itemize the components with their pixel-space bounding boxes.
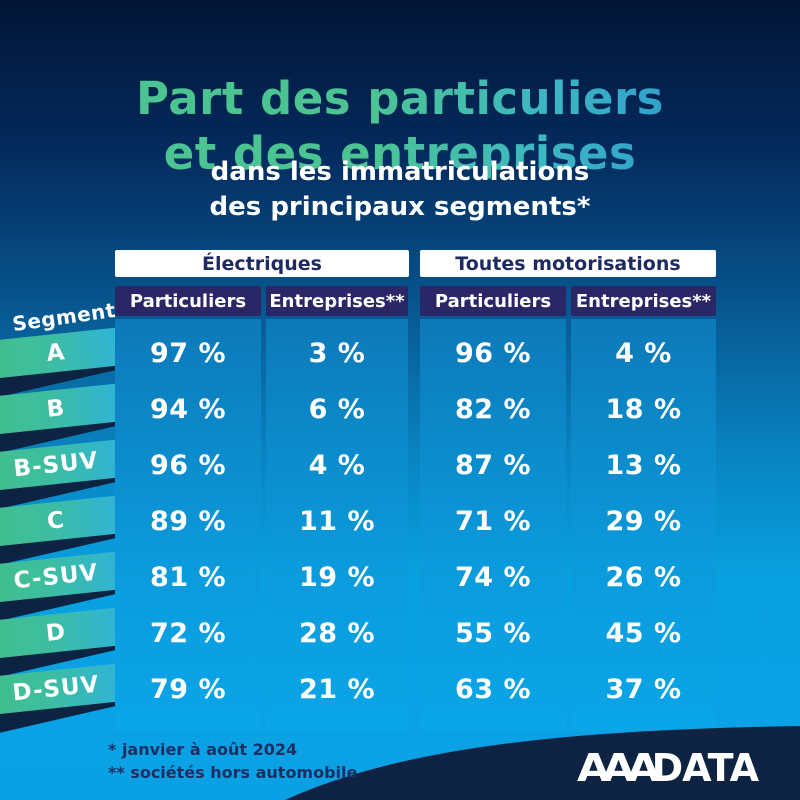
ribbon-face: C [0,495,124,547]
group-header-electriques: Électriques [115,250,409,277]
value-cell: 6 % [308,393,366,425]
segment-ribbon-b-suv: B-SUV [0,439,124,491]
value-cell: 4 % [308,449,366,481]
segment-ribbon-b: B [0,383,124,435]
segment-ribbon-c: C [0,495,124,547]
subtitle-line1: dans les immatriculations [210,157,590,187]
footer-swoosh-shape [285,726,800,800]
segment-name: D [44,619,68,647]
ribbon-face: B-SUV [0,439,124,491]
value-cell: 21 % [298,673,376,705]
footnote-2: ** sociétés hors automobile [108,763,358,783]
value-cell: 4 % [615,337,672,369]
segment-name: C-SUV [12,559,100,595]
segment-ribbon-d: D [0,607,124,659]
value-cell: 81 % [149,561,227,593]
value-cell: 37 % [605,673,682,705]
value-cell: 29 % [605,505,682,537]
value-cell: 45 % [605,617,682,649]
segment-name: A [45,339,67,367]
value-cell: 87 % [454,449,532,481]
ribbon-face: B [0,383,124,435]
subtitle-line2: des principaux segments* [209,192,591,223]
column-header-particuliers-all: Particuliers [420,286,566,316]
column-entreprises-all: 4 % 18 % 13 % 29 % 26 % 45 % 37 % [571,319,716,731]
column-header-particuliers-ev: Particuliers [115,286,261,316]
segment-ribbon-a: A [0,327,124,379]
segment-name: B-SUV [12,447,100,483]
column-header-entreprises-ev: Entreprises** [266,286,408,316]
value-cell: 71 % [454,505,532,537]
value-cell: 74 % [454,561,532,593]
value-cell: 55 % [454,617,532,649]
value-cell: 94 % [149,393,227,425]
ribbon-face: C-SUV [0,551,124,603]
value-cell: 72 % [149,617,227,649]
ribbon-face: D [0,607,124,659]
segment-ribbon-c-suv: C-SUV [0,551,124,603]
value-cell: 97 % [149,337,227,369]
value-cell: 18 % [605,393,682,425]
footnotes: * janvier à août 2024 ** sociétés hors a… [108,738,357,784]
footnote-1: * janvier à août 2024 [108,740,298,759]
segment-name: C [45,507,67,535]
value-cell: 13 % [605,449,682,481]
value-cell: 82 % [454,393,532,425]
column-entreprises-ev: 3 % 6 % 4 % 11 % 19 % 28 % 21 % [266,319,408,731]
page-subtitle: dans les immatriculations des principaux … [0,155,800,225]
aaa-data-logo: AAADATA [577,746,759,790]
column-header-entreprises-all: Entreprises** [571,286,716,316]
value-cell: 28 % [298,617,376,649]
logo-aaa-part: AAA [577,746,660,790]
value-cell: 3 % [308,337,366,369]
value-cell: 79 % [149,673,227,705]
value-cell: 26 % [605,561,682,593]
value-cell: 19 % [298,561,376,593]
ribbon-face: A [0,327,124,379]
logo-data-part: DATA [651,746,759,790]
column-particuliers-all: 96 % 82 % 87 % 71 % 74 % 55 % 63 % [420,319,566,731]
value-cell: 89 % [149,505,227,537]
group-header-toutes-motorisations: Toutes motorisations [420,250,716,277]
value-cell: 96 % [149,449,227,481]
segment-name: B [45,395,67,423]
column-particuliers-ev: 97 % 94 % 96 % 89 % 81 % 72 % 79 % [115,319,261,731]
value-cell: 11 % [298,505,376,537]
value-cell: 96 % [454,337,532,369]
data-table: Électriques Toutes motorisations Particu… [115,250,716,732]
value-cell: 63 % [454,673,532,705]
title-line1: Part des particuliers [136,72,664,126]
